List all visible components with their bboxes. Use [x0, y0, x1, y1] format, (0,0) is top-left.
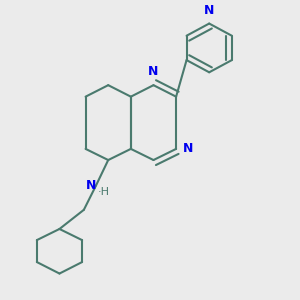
- Text: N: N: [183, 142, 194, 155]
- Text: N: N: [148, 65, 159, 78]
- Text: N: N: [204, 4, 214, 16]
- Text: ·H: ·H: [98, 187, 110, 197]
- Text: N: N: [86, 179, 97, 192]
